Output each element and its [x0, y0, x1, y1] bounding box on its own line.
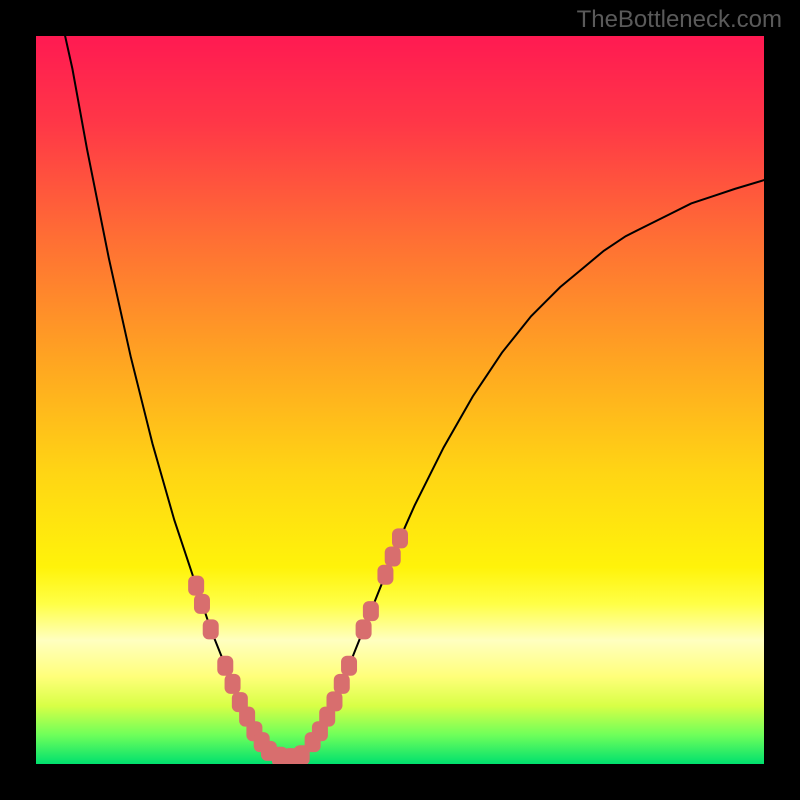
- plot-area: [36, 36, 764, 764]
- stage: TheBottleneck.com: [0, 0, 800, 800]
- curve-marker: [225, 674, 241, 694]
- curve-marker: [194, 594, 210, 614]
- watermark-text: TheBottleneck.com: [577, 6, 782, 34]
- bottleneck-curve: [65, 36, 764, 760]
- curve-marker: [188, 576, 204, 596]
- curve-marker: [392, 528, 408, 548]
- curve-marker: [385, 547, 401, 567]
- curve-marker: [217, 656, 233, 676]
- curve-marker: [363, 601, 379, 621]
- curve-marker: [334, 674, 350, 694]
- curve-marker: [203, 619, 219, 639]
- curve-marker: [341, 656, 357, 676]
- chart-svg: [36, 36, 764, 764]
- curve-marker: [377, 565, 393, 585]
- curve-marker: [326, 691, 342, 711]
- curve-marker: [356, 619, 372, 639]
